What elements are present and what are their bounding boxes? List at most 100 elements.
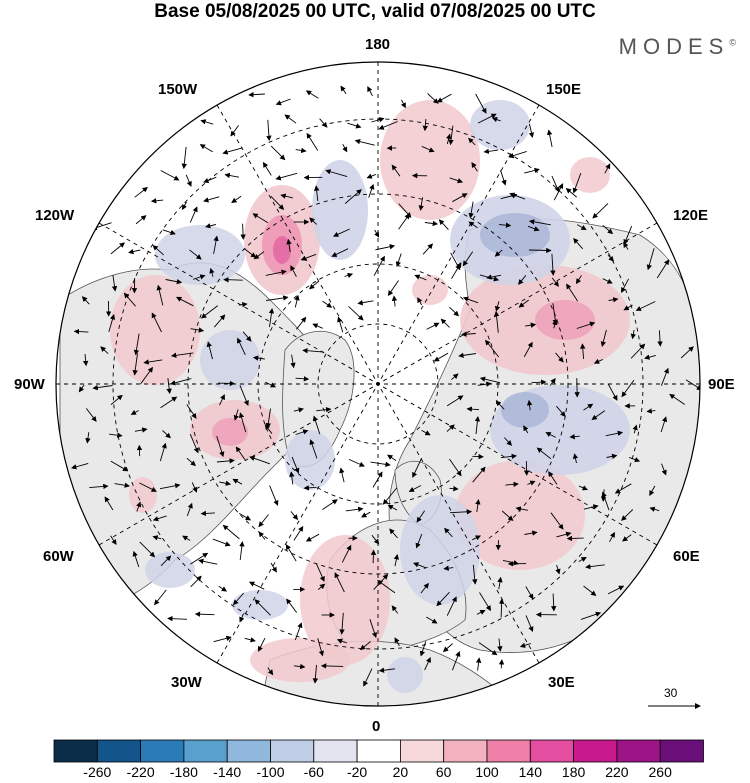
wind-vector-arrow — [462, 296, 479, 304]
wind-vector-arrow — [593, 358, 603, 364]
wind-vector-arrow — [160, 396, 178, 409]
wind-vector-arrow — [331, 248, 349, 257]
meridian-label-120w: 120W — [35, 207, 75, 224]
colorbar-swatch — [270, 739, 315, 763]
positive-anomaly-strong — [535, 300, 595, 340]
wind-vector-arrow — [408, 485, 422, 492]
wind-vector-arrow — [100, 346, 109, 355]
wind-vector-arrow — [494, 249, 503, 257]
wind-vector-arrow — [466, 406, 480, 412]
wind-vector-arrow — [446, 395, 464, 407]
wind-vector-arrow — [134, 427, 148, 433]
wind-vector-arrow — [316, 406, 332, 413]
wind-vector-arrow — [449, 306, 460, 317]
wind-vector-arrow — [436, 591, 450, 607]
colorbar-tick-label: 260 — [648, 764, 672, 780]
wind-vector-arrow — [340, 85, 347, 95]
wind-vector-arrow — [566, 283, 579, 302]
wind-vector-arrow — [248, 581, 265, 590]
wind-vector-arrow — [264, 423, 273, 434]
positive-anomaly — [110, 275, 200, 385]
wind-vector-arrow — [305, 90, 319, 99]
wind-vector-arrow — [583, 504, 599, 510]
wind-vector-arrow — [366, 173, 376, 179]
wind-vector-arrow — [630, 343, 646, 359]
wind-vector-arrow — [239, 541, 245, 561]
wind-vector-arrow — [239, 613, 245, 623]
wind-vector-arrow — [275, 98, 291, 106]
wind-vector-arrow — [550, 253, 556, 276]
wind-vector-arrow — [160, 555, 172, 567]
wind-vector-arrow — [448, 125, 454, 146]
wind-vector-arrow — [192, 274, 206, 280]
wind-vector-arrow — [140, 366, 154, 385]
wind-vector-arrow — [450, 509, 473, 515]
wind-vector-arrow — [111, 274, 118, 292]
wind-vector-arrow — [325, 169, 348, 178]
wind-vector-arrow — [200, 119, 214, 125]
wind-vector-arrow — [549, 377, 556, 386]
wind-vector-arrow — [289, 471, 295, 485]
wind-vector-arrow — [503, 437, 513, 446]
wind-vector-arrow — [293, 407, 304, 413]
wind-vector-arrow — [583, 585, 597, 596]
wind-vector-arrow — [451, 373, 459, 381]
wind-vector-arrow — [152, 245, 164, 256]
wind-vector-arrow — [609, 531, 615, 543]
wind-vector-arrow — [412, 458, 423, 478]
wind-vector-arrow — [156, 284, 164, 306]
wind-vector-arrow — [623, 225, 633, 245]
wind-vector-arrow — [270, 145, 286, 161]
wind-vector-arrow — [81, 296, 90, 305]
wind-vector-arrow — [623, 242, 629, 250]
wind-vector-arrow — [313, 185, 320, 202]
wind-vector-arrow — [528, 219, 551, 226]
wind-vector-arrow — [422, 243, 434, 255]
wind-vector-arrow — [420, 582, 429, 594]
wind-vector-arrow — [253, 251, 265, 260]
wind-vector-arrow — [608, 297, 619, 303]
wind-vector-arrow — [433, 352, 449, 362]
wind-vector-arrow — [128, 248, 141, 255]
wind-vector-arrow — [546, 129, 553, 147]
positive-anomaly — [570, 157, 610, 193]
wind-vector-arrow — [528, 247, 552, 254]
wind-vector-arrow — [294, 622, 303, 641]
wind-vector-arrow — [478, 642, 498, 656]
wind-vector-arrow — [286, 598, 298, 613]
colorbar-tick-label: 140 — [518, 764, 542, 780]
wind-vector-arrow — [222, 147, 243, 155]
wind-vector-arrow — [472, 466, 486, 483]
wind-vector-arrow — [536, 447, 552, 460]
wind-vector-arrow — [493, 310, 500, 333]
meridian-label-90w: 90W — [14, 376, 45, 393]
meridian-label-60e: 60E — [673, 548, 700, 565]
wind-vector-arrow — [605, 430, 624, 437]
wind-vector-arrow — [206, 341, 213, 360]
wind-vector-arrow — [200, 510, 215, 517]
wind-vector-arrow — [198, 558, 218, 565]
wind-vector-arrow — [580, 343, 586, 360]
wind-vector-arrow — [632, 424, 638, 434]
wind-vector-arrow — [238, 412, 247, 433]
wind-vector-arrow — [472, 535, 482, 541]
wind-vector-arrow — [580, 611, 602, 620]
wind-vector-arrow — [92, 384, 113, 391]
wind-vector-arrow — [417, 297, 423, 306]
wind-vector-arrow — [284, 114, 297, 124]
wind-vector-arrow — [372, 471, 383, 488]
wind-vector-arrow — [607, 585, 625, 595]
wind-vector-arrow — [309, 281, 319, 290]
wind-vector-arrow — [82, 354, 89, 367]
wind-vector-arrow — [275, 172, 298, 181]
wind-vector-arrow — [257, 637, 266, 652]
wind-vector-arrow — [332, 228, 350, 237]
positive-anomaly — [250, 638, 350, 682]
wind-vector-arrow — [136, 501, 142, 512]
wind-vector-arrow — [508, 150, 527, 159]
wind-vector-arrow — [606, 453, 618, 460]
wind-vector-arrow — [238, 301, 248, 308]
negative-anomaly — [312, 160, 368, 260]
wind-vector-arrow — [170, 378, 192, 386]
wind-vectors — [71, 85, 700, 687]
